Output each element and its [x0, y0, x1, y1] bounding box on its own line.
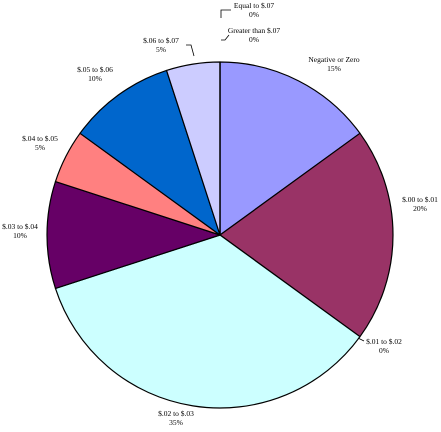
slice-label-6: $.05 to $.06 10% — [77, 65, 113, 83]
pie-slice-1 — [219, 132, 394, 338]
slice-label-8: Equal to $.07 0% — [234, 1, 274, 19]
pie-slice-3 — [54, 234, 361, 409]
pie-slice-4 — [46, 180, 221, 290]
pie-slice-0 — [219, 61, 361, 236]
slice-label-name: $.01 to $.02 — [366, 337, 402, 346]
slice-label-percent: 5% — [156, 45, 166, 54]
slice-label-percent: 10% — [88, 74, 102, 83]
leader-line-9 — [221, 34, 230, 41]
slice-label-0: Negative or Zero 15% — [308, 55, 359, 73]
slice-label-percent: 10% — [13, 231, 27, 240]
slice-label-percent: 0% — [249, 10, 259, 19]
slice-label-7: $.06 to $.07 5% — [143, 36, 179, 54]
slice-label-1: $.00 to $.01 20% — [402, 195, 438, 213]
pie-slices — [46, 61, 394, 409]
slice-label-name: $.06 to $.07 — [143, 36, 179, 45]
leader-line-2 — [357, 337, 365, 342]
pie-slice-6 — [79, 69, 221, 236]
slice-label-name: Negative or Zero — [308, 55, 359, 64]
slice-label-percent: 5% — [35, 143, 45, 152]
slice-label-percent: 35% — [169, 418, 183, 427]
slice-label-name: Equal to $.07 — [234, 1, 274, 10]
slice-label-name: $.05 to $.06 — [77, 65, 113, 74]
slice-label-percent: 0% — [249, 35, 259, 44]
leader-line-8 — [220, 9, 231, 18]
slice-label-name: $.00 to $.01 — [402, 195, 438, 204]
slice-label-4: $.03 to $.04 10% — [2, 222, 38, 240]
slice-label-name: Greater than $.07 — [228, 26, 281, 35]
slice-label-percent: 15% — [327, 64, 341, 73]
leader-line-7 — [186, 44, 195, 57]
slice-label-name: $.04 to $.05 — [22, 134, 58, 143]
slice-label-name: $.02 to $.03 — [158, 409, 194, 418]
slice-labels: Negative or Zero 15% $.00 to $.01 20% $.01 t… — [2, 1, 438, 427]
slice-label-name: $.03 to $.04 — [2, 222, 38, 231]
slice-label-3: $.02 to $.03 35% — [158, 409, 194, 427]
slice-label-5: $.04 to $.05 5% — [22, 134, 58, 152]
slice-label-percent: 20% — [413, 204, 427, 213]
slice-label-9: Greater than $.07 0% — [228, 26, 281, 44]
slice-label-2: $.01 to $.02 0% — [366, 337, 402, 355]
slice-label-percent: 0% — [379, 346, 389, 355]
